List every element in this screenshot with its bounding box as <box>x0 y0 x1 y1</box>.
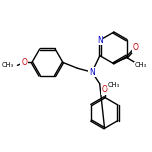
Text: O: O <box>21 58 27 67</box>
Text: N: N <box>89 68 95 77</box>
Text: O: O <box>133 43 138 52</box>
Text: N: N <box>97 36 103 45</box>
Text: O: O <box>102 85 107 94</box>
Text: CH₃: CH₃ <box>107 82 119 88</box>
Text: CH₃: CH₃ <box>1 62 14 68</box>
Text: CH₃: CH₃ <box>134 62 146 68</box>
